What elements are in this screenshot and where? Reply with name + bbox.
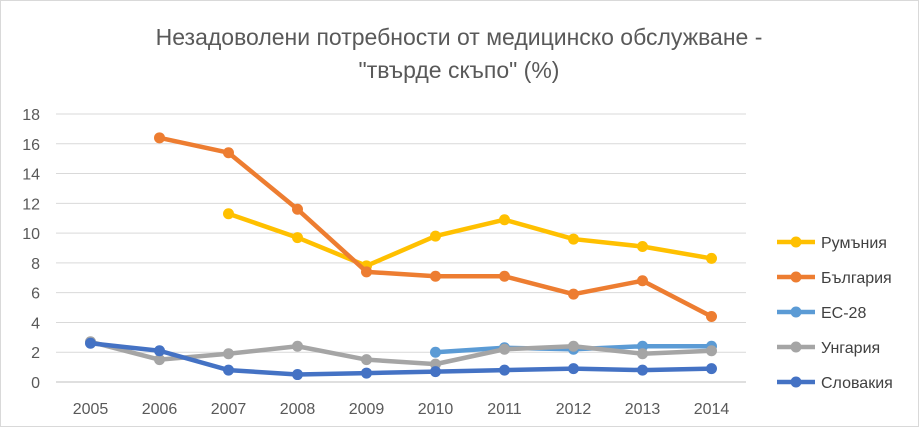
x-tick-label: 2010: [418, 401, 454, 418]
series-4: [85, 336, 717, 370]
x-tick-label: 2013: [625, 401, 661, 418]
data-point: [430, 346, 441, 358]
legend-label: България: [821, 270, 892, 287]
data-point: [499, 214, 510, 226]
data-point: [706, 363, 717, 375]
data-point: [637, 348, 648, 360]
legend-label: Унгария: [821, 340, 880, 357]
series-1: [223, 208, 717, 272]
data-point: [637, 241, 648, 253]
data-point: [154, 132, 165, 144]
y-tick-label: 14: [22, 167, 40, 184]
y-tick-label: 12: [22, 196, 40, 213]
legend-label: ЕС-28: [821, 305, 866, 322]
series-group: [85, 132, 717, 381]
legend: Румъния България ЕС-28 Унгария Словакия: [777, 235, 893, 392]
legend-marker: [790, 306, 802, 318]
data-point: [223, 208, 234, 220]
data-point: [361, 354, 372, 366]
y-tick-label: 16: [22, 137, 40, 154]
series-line: [157, 135, 714, 319]
series-line: [88, 339, 714, 367]
legend-marker: [790, 341, 802, 353]
data-point: [568, 233, 579, 245]
data-point: [499, 364, 510, 376]
series-line: [88, 341, 714, 377]
x-tick-label: 2007: [211, 401, 247, 418]
legend-label: Румъния: [821, 235, 887, 252]
data-point: [706, 345, 717, 357]
legend-marker: [790, 376, 802, 388]
x-tick-label: 2009: [349, 401, 385, 418]
y-tick-label: 18: [22, 107, 40, 124]
y-tick-label: 2: [31, 345, 40, 362]
data-point: [430, 230, 441, 242]
data-point: [292, 203, 303, 215]
legend-item: Румъния: [777, 235, 887, 252]
y-tick-label: 6: [31, 286, 40, 303]
x-tick-label: 2006: [142, 401, 178, 418]
data-point: [85, 337, 96, 349]
y-tick-label: 4: [31, 315, 40, 332]
data-point: [223, 364, 234, 376]
data-point: [568, 288, 579, 300]
data-point: [430, 270, 441, 282]
data-point: [499, 270, 510, 282]
data-point: [706, 252, 717, 264]
series-5: [85, 337, 717, 381]
legend-item: Унгария: [777, 340, 880, 357]
x-tick-label: 2012: [556, 401, 592, 418]
data-point: [499, 343, 510, 355]
legend-item: ЕС-28: [777, 305, 866, 322]
data-point: [568, 363, 579, 375]
x-axis-ticks: 2005 2006 2007 2008 2009 2010 2011 2012 2013 2014: [73, 401, 730, 418]
x-tick-label: 2014: [694, 401, 730, 418]
y-axis-ticks: 0 2 4 6 8 10 12 14 16 18: [22, 107, 40, 392]
data-point: [154, 345, 165, 357]
data-point: [568, 340, 579, 352]
data-point: [361, 266, 372, 278]
y-tick-label: 8: [31, 256, 40, 273]
x-tick-label: 2005: [73, 401, 109, 418]
data-point: [430, 366, 441, 378]
data-point: [637, 364, 648, 376]
series-2: [154, 132, 717, 322]
y-tick-label: 0: [31, 375, 40, 392]
data-point: [361, 367, 372, 379]
legend-marker: [790, 271, 802, 283]
data-point: [292, 369, 303, 381]
x-tick-label: 2011: [487, 401, 522, 418]
legend-item: Словакия: [777, 375, 893, 392]
data-point: [706, 310, 717, 322]
x-tick-label: 2008: [280, 401, 316, 418]
legend-item: България: [777, 270, 892, 287]
y-tick-label: 10: [22, 226, 40, 243]
legend-label: Словакия: [821, 375, 893, 392]
data-point: [223, 348, 234, 360]
legend-marker: [790, 236, 802, 248]
chart-title-line-2: "твърде скъпо" (%): [359, 57, 560, 83]
data-point: [154, 354, 165, 366]
series-line: [226, 211, 714, 269]
chart-title-line-1: Незадоволени потребности от медицинско о…: [156, 24, 763, 50]
data-point: [637, 275, 648, 287]
data-point: [292, 232, 303, 244]
data-point: [292, 340, 303, 352]
data-point: [223, 147, 234, 159]
